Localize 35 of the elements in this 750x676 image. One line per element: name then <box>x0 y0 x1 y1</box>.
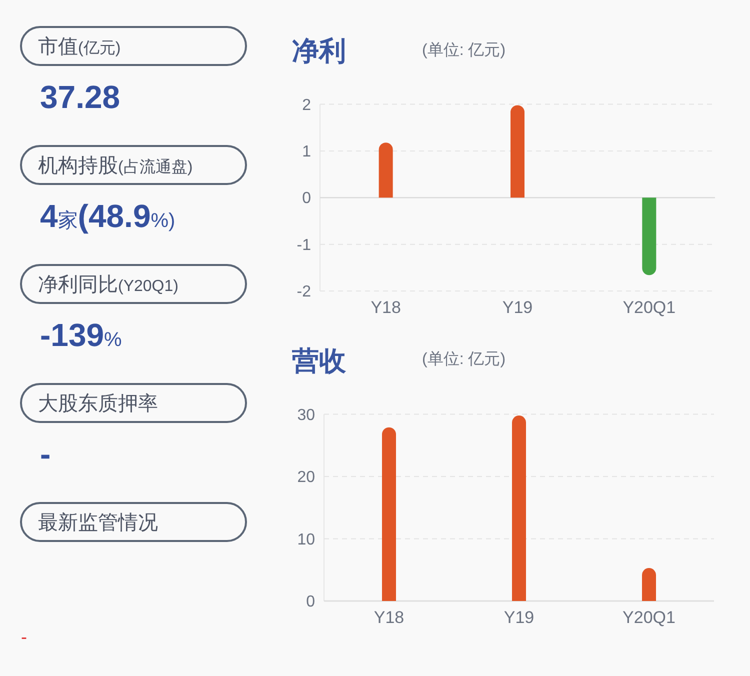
chart-subtitle: (单位: 亿元) <box>422 41 506 59</box>
x-tick-label: Y20Q1 <box>622 608 676 627</box>
y-tick-label: 2 <box>302 96 312 114</box>
text: 大股东质押率 <box>38 393 158 415</box>
x-tick-label: Y18 <box>374 608 404 627</box>
x-tick-label: Y19 <box>502 298 533 317</box>
chart-subtitle: (单位: 亿元) <box>422 350 506 368</box>
y-tick-label: -2 <box>296 284 312 300</box>
bar <box>512 416 526 601</box>
bar <box>510 105 524 198</box>
chart-title: 营收 <box>291 346 347 376</box>
y-tick-label: 0 <box>302 190 312 208</box>
text: 最新监管情况 <box>38 512 158 534</box>
x-tick-label: Y18 <box>370 298 401 317</box>
text: - <box>21 627 27 647</box>
text: 4家(48.9%) <box>40 198 176 234</box>
y-tick-label: 1 <box>302 143 312 160</box>
text: -139% <box>40 317 122 353</box>
y-tick-label: 20 <box>297 469 316 486</box>
y-tick-label: 10 <box>297 531 316 548</box>
x-tick-label: Y19 <box>504 608 534 627</box>
bar <box>378 142 393 198</box>
text: 市值(亿元) <box>38 36 121 58</box>
bar <box>642 568 656 601</box>
text: 净利同比(Y20Q1) <box>38 274 178 296</box>
bar <box>382 427 396 601</box>
text: 机构持股(占流通盘) <box>38 155 193 177</box>
text: - <box>40 436 51 472</box>
x-tick-label: Y20Q1 <box>622 298 676 317</box>
text: 37.28 <box>40 79 120 115</box>
y-tick-label: 30 <box>297 406 316 424</box>
chart-title: 净利 <box>292 36 346 66</box>
y-tick-label: 0 <box>306 594 316 610</box>
bar <box>642 198 656 276</box>
y-tick-label: -1 <box>296 236 312 254</box>
